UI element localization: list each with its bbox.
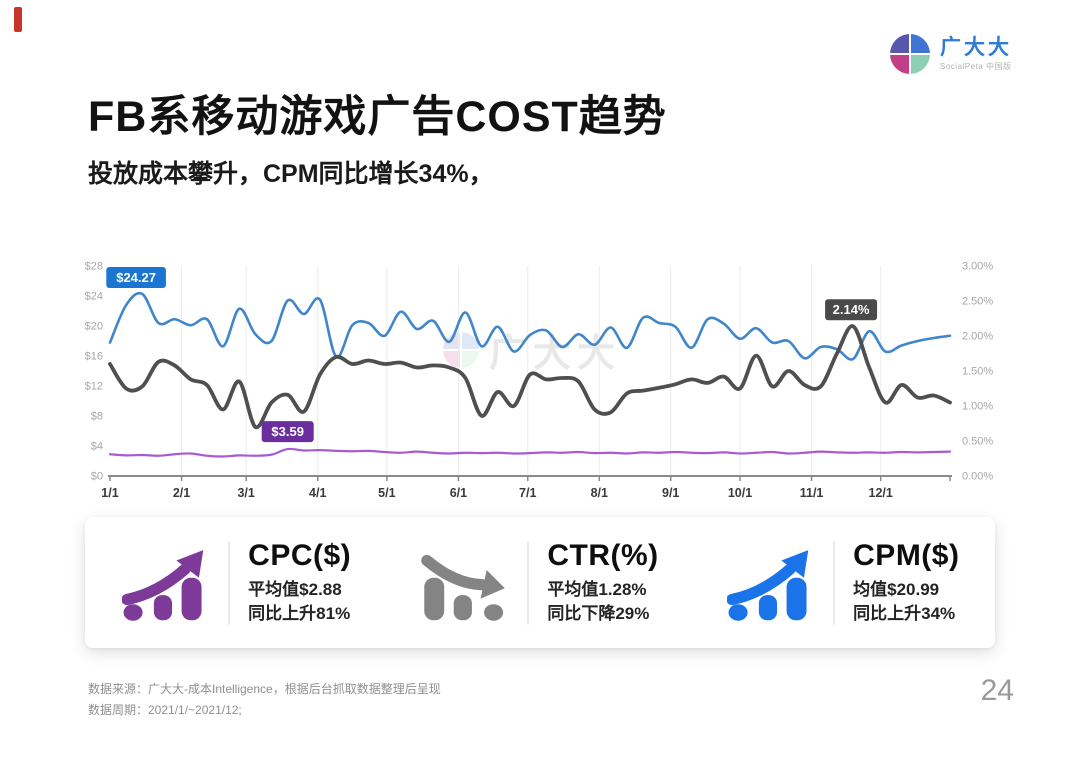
stat-card-ctr: CTR(%) 平均值1.28% 同比下降29% xyxy=(388,539,691,626)
svg-text:3/1: 3/1 xyxy=(237,486,254,500)
svg-text:$4: $4 xyxy=(91,441,103,453)
svg-text:6/1: 6/1 xyxy=(450,486,467,500)
svg-text:4/1: 4/1 xyxy=(309,486,326,500)
svg-text:8/1: 8/1 xyxy=(591,486,608,500)
stat-text: CTR(%) 平均值1.28% 同比下降29% xyxy=(547,539,658,626)
footer-source: 数据来源：广大大-成本Intelligence，根据后台抓取数据整理后呈现 xyxy=(88,682,441,696)
logo-name: 广大大 xyxy=(940,35,1012,59)
stat-text: CPC($) 平均值$2.88 同比上升81% xyxy=(248,539,351,626)
page-number: 24 xyxy=(980,674,1014,707)
socialpeta-logo: 广大大 SocialPeta 中国版 xyxy=(890,34,1012,74)
trend-up-icon xyxy=(121,544,210,622)
svg-text:$0: $0 xyxy=(91,471,103,483)
svg-text:3.00%: 3.00% xyxy=(962,261,993,273)
svg-text:2.14%: 2.14% xyxy=(833,302,870,317)
trend-up-icon xyxy=(726,544,815,622)
footer-period: 数据周期：2021/1/~2021/12; xyxy=(88,703,242,717)
svg-text:10/1: 10/1 xyxy=(728,486,752,500)
svg-text:1.00%: 1.00% xyxy=(962,401,993,413)
logo-icon xyxy=(890,34,930,74)
logo-text: 广大大 SocialPeta 中国版 xyxy=(940,36,1012,72)
page-subtitle: 投放成本攀升，CPM同比增长34%， xyxy=(88,160,494,188)
svg-text:0.00%: 0.00% xyxy=(962,471,993,483)
svg-text:$12: $12 xyxy=(85,381,103,393)
stat-label: CPC($) xyxy=(248,538,352,572)
stat-divider xyxy=(527,540,530,625)
svg-text:$16: $16 xyxy=(85,351,103,363)
svg-text:0.50%: 0.50% xyxy=(962,436,993,448)
stat-divider xyxy=(833,540,836,625)
logo-quadrant-bl xyxy=(890,55,909,74)
stat-average: 平均值1.28% xyxy=(547,579,647,599)
svg-text:$28: $28 xyxy=(85,261,103,273)
svg-text:9/1: 9/1 xyxy=(662,486,679,500)
corner-accent-mark xyxy=(14,7,22,32)
logo-quadrant-tl xyxy=(890,34,909,53)
stat-yoy: 同比上升81% xyxy=(248,604,351,623)
stat-card-cpm: CPM($) 均值$20.99 同比上升34% xyxy=(692,539,995,626)
page-title: FB系移动游戏广告COST趋势 xyxy=(88,93,667,141)
svg-text:11/1: 11/1 xyxy=(800,486,824,500)
trend-down-icon xyxy=(421,544,509,622)
stat-divider xyxy=(228,540,231,625)
logo-quadrant-br xyxy=(911,55,930,74)
stats-panel: CPC($) 平均值$2.88 同比上升81% CTR(%) 平均值1.28% … xyxy=(85,517,995,648)
svg-text:$24.27: $24.27 xyxy=(116,270,156,285)
svg-text:$8: $8 xyxy=(91,411,103,423)
stat-text: CPM($) 均值$20.99 同比上升34% xyxy=(853,539,959,626)
stat-yoy: 同比下降29% xyxy=(547,604,650,623)
svg-text:2/1: 2/1 xyxy=(173,486,190,500)
stat-average: 平均值$2.88 xyxy=(248,579,342,599)
cost-trend-chart: 广大大 1/1 2/1 3/1 4/1 5/1 6/1 7/1 8/1 9/1 10/1 11/1 1… xyxy=(78,256,1023,506)
svg-text:2.50%: 2.50% xyxy=(962,296,993,308)
footer: 数据来源：广大大-成本Intelligence，根据后台抓取数据整理后呈现 数据… xyxy=(88,679,441,721)
logo-quadrant-tr xyxy=(911,34,930,53)
svg-text:1.50%: 1.50% xyxy=(962,366,993,378)
logo-subtext: SocialPeta 中国版 xyxy=(940,62,1012,72)
svg-text:$3.59: $3.59 xyxy=(271,424,304,439)
svg-text:$24: $24 xyxy=(85,291,103,303)
stat-label: CPM($) xyxy=(853,538,960,572)
svg-text:$20: $20 xyxy=(85,321,103,333)
svg-text:7/1: 7/1 xyxy=(519,486,536,500)
svg-text:2.00%: 2.00% xyxy=(962,331,993,343)
stat-average: 均值$20.99 xyxy=(853,579,940,599)
stat-label: CTR(%) xyxy=(547,538,659,572)
stat-card-cpc: CPC($) 平均值$2.88 同比上升81% xyxy=(85,539,388,626)
svg-text:12/1: 12/1 xyxy=(869,486,893,500)
svg-text:1/1: 1/1 xyxy=(101,486,118,500)
svg-text:5/1: 5/1 xyxy=(378,486,395,500)
cost-trend-svg: 1/1 2/1 3/1 4/1 5/1 6/1 7/1 8/1 9/1 10/1 11/1 12/1 $… xyxy=(85,261,994,501)
stat-yoy: 同比上升34% xyxy=(853,604,956,623)
